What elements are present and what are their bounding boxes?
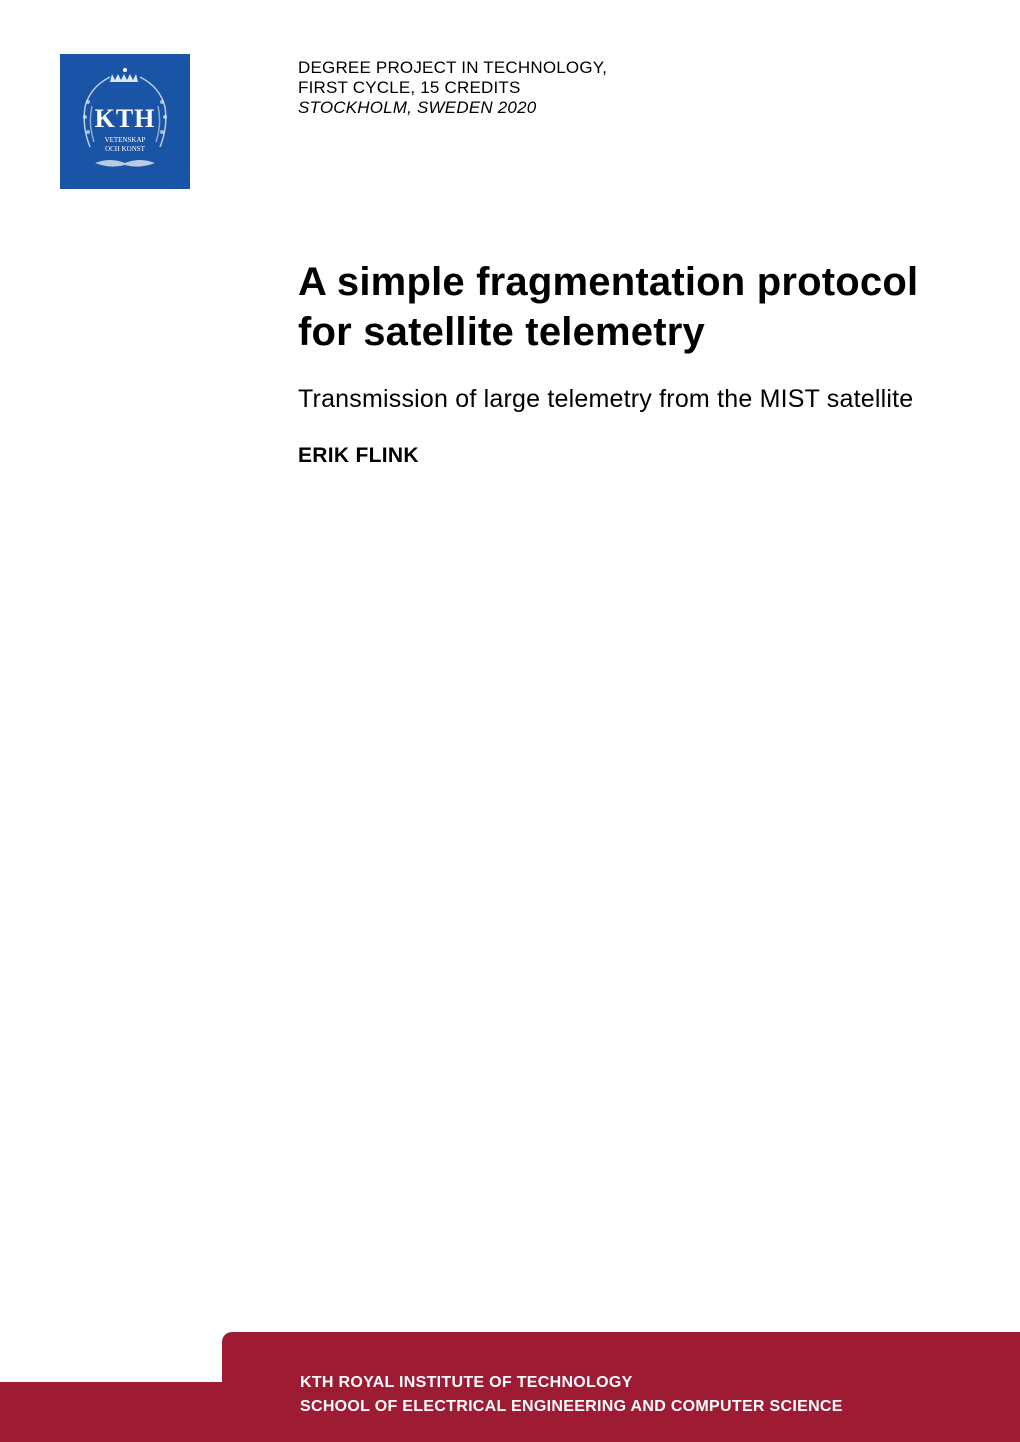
- degree-line1: DEGREE PROJECT IN TECHNOLOGY,: [298, 58, 607, 78]
- degree-line3: STOCKHOLM, SWEDEN 2020: [298, 98, 607, 118]
- report-author: ERIK FLINK: [298, 444, 960, 468]
- footer-main: KTH ROYAL INSTITUTE OF TECHNOLOGY SCHOOL…: [222, 1332, 1020, 1442]
- footer-bar: KTH ROYAL INSTITUTE OF TECHNOLOGY SCHOOL…: [0, 1332, 1020, 1442]
- footer-school: SCHOOL OF ELECTRICAL ENGINEERING AND COM…: [300, 1398, 1020, 1416]
- degree-info-block: DEGREE PROJECT IN TECHNOLOGY, FIRST CYCL…: [298, 58, 607, 118]
- footer-institution: KTH ROYAL INSTITUTE OF TECHNOLOGY: [300, 1374, 1020, 1392]
- page-content: KTH VETENSKAP OCH KONST DEGREE PROJECT I…: [0, 0, 1020, 468]
- header-row: KTH VETENSKAP OCH KONST DEGREE PROJECT I…: [60, 54, 960, 189]
- kth-logo-box: KTH VETENSKAP OCH KONST: [60, 54, 190, 189]
- kth-logo: KTH VETENSKAP OCH KONST: [60, 54, 190, 189]
- footer-accent: [0, 1382, 222, 1442]
- degree-line2: FIRST CYCLE, 15 CREDITS: [298, 78, 607, 98]
- report-subtitle: Transmission of large telemetry from the…: [298, 383, 960, 416]
- main-content: A simple fragmentation protocol for sate…: [298, 257, 960, 468]
- crown-wreath-icon: [70, 62, 180, 172]
- report-title: A simple fragmentation protocol for sate…: [298, 257, 960, 357]
